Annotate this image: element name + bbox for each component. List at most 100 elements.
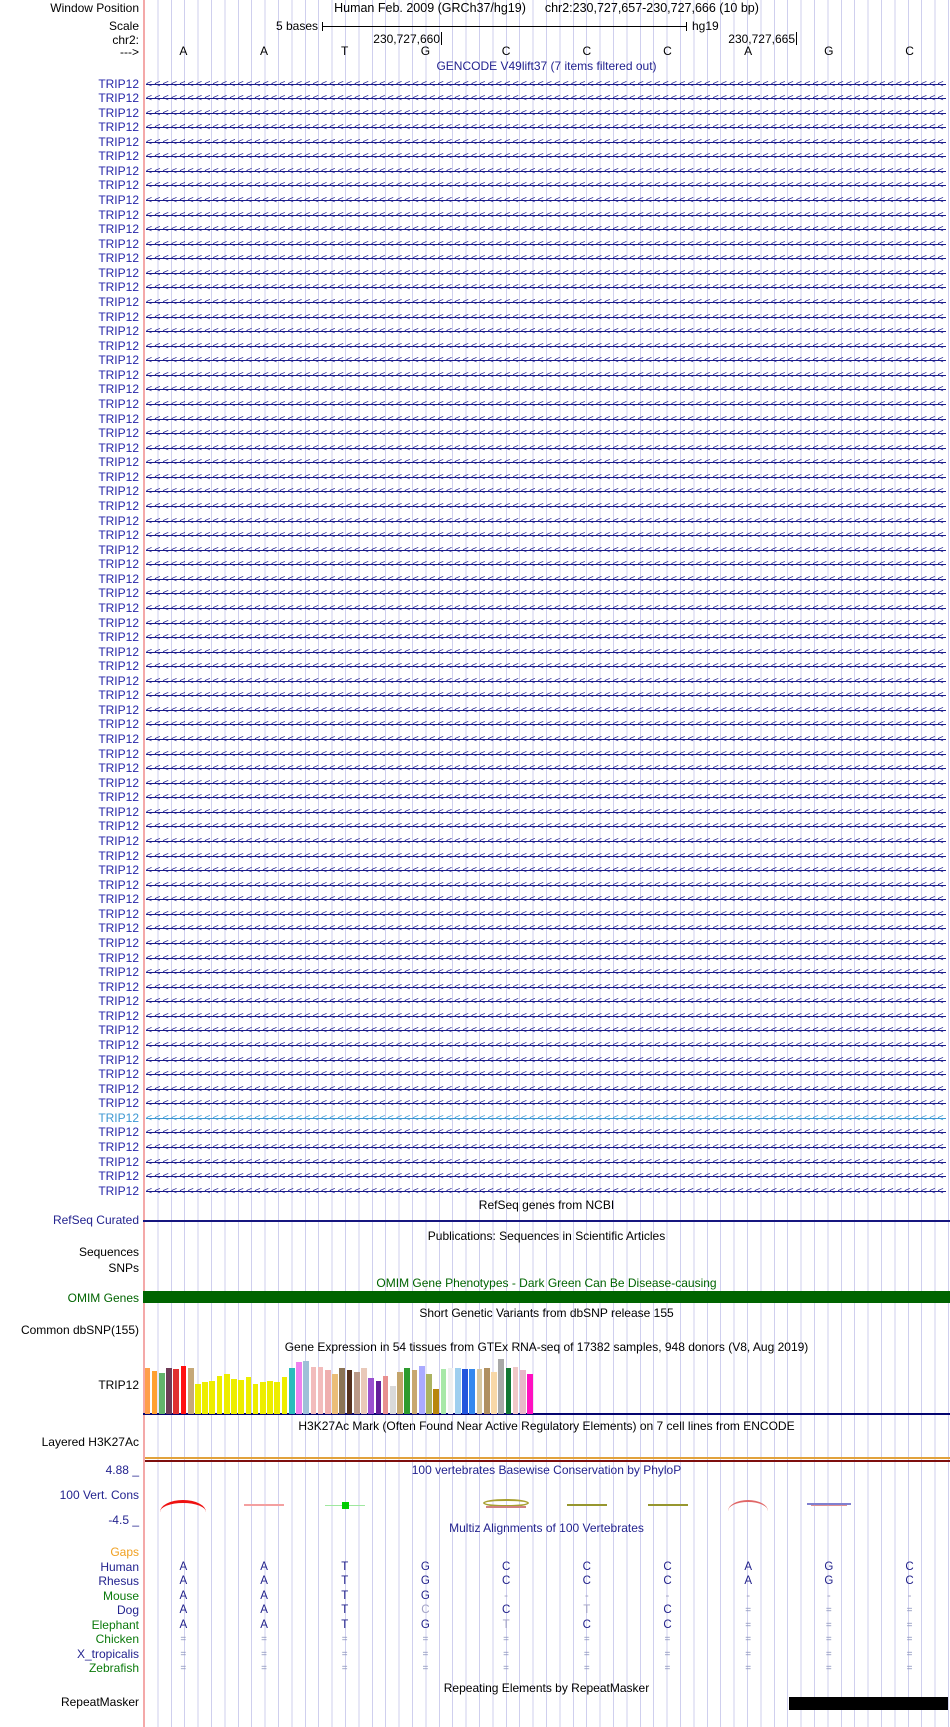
align-base-cell[interactable]: C	[905, 1575, 914, 1587]
gene-row-label[interactable]: TRIP12	[98, 455, 139, 470]
gene-row-label[interactable]: TRIP12	[98, 324, 139, 339]
gene-row-label[interactable]: TRIP12	[98, 251, 139, 266]
gene-row-arrows[interactable]: <<<<<<<<<<<<<<<<<<<<<<<<<<<<<<<<<<<<<<<<…	[146, 121, 946, 134]
align-base-cell[interactable]: =	[422, 1663, 429, 1674]
gene-row-arrows[interactable]: <<<<<<<<<<<<<<<<<<<<<<<<<<<<<<<<<<<<<<<<…	[146, 164, 946, 177]
phylop-track-label[interactable]: 100 Vert. Cons	[59, 1488, 139, 1502]
gene-row-arrows[interactable]: <<<<<<<<<<<<<<<<<<<<<<<<<<<<<<<<<<<<<<<<…	[146, 106, 946, 119]
gene-row-arrows[interactable]: <<<<<<<<<<<<<<<<<<<<<<<<<<<<<<<<<<<<<<<<…	[146, 980, 946, 993]
align-base-cell[interactable]: C	[582, 1618, 591, 1631]
gene-row-arrows[interactable]: <<<<<<<<<<<<<<<<<<<<<<<<<<<<<<<<<<<<<<<<…	[146, 791, 946, 804]
gene-row-label[interactable]: TRIP12	[98, 732, 139, 747]
gtex-bar[interactable]	[498, 1359, 504, 1414]
refseq-curated-gene-line[interactable]	[143, 1220, 950, 1222]
gtex-bar[interactable]	[512, 1367, 519, 1414]
gene-row-label[interactable]: TRIP12	[98, 848, 139, 863]
align-base-cell[interactable]: -	[665, 1589, 670, 1602]
align-base-cell[interactable]: C	[905, 1560, 914, 1573]
gtex-bar[interactable]	[144, 1368, 151, 1414]
gene-row-arrows[interactable]: <<<<<<<<<<<<<<<<<<<<<<<<<<<<<<<<<<<<<<<<…	[146, 1053, 946, 1066]
gtex-bar[interactable]	[195, 1384, 201, 1414]
gene-row-arrows[interactable]: <<<<<<<<<<<<<<<<<<<<<<<<<<<<<<<<<<<<<<<<…	[146, 266, 946, 279]
align-base-cell[interactable]: T	[341, 1575, 349, 1587]
gene-row-label[interactable]: TRIP12	[98, 1067, 139, 1082]
gene-row-arrows[interactable]: <<<<<<<<<<<<<<<<<<<<<<<<<<<<<<<<<<<<<<<<…	[146, 412, 946, 425]
align-base-cell[interactable]: =	[745, 1619, 752, 1631]
gtex-bar[interactable]	[245, 1377, 252, 1414]
multiz-species-label[interactable]: Elephant	[91, 1617, 139, 1632]
gene-row-arrows[interactable]: <<<<<<<<<<<<<<<<<<<<<<<<<<<<<<<<<<<<<<<<…	[146, 77, 946, 90]
gene-row-arrows[interactable]: <<<<<<<<<<<<<<<<<<<<<<<<<<<<<<<<<<<<<<<<…	[146, 747, 946, 760]
gene-row-label[interactable]: TRIP12	[98, 630, 139, 645]
align-base-cell[interactable]: =	[906, 1605, 913, 1616]
gene-row-label[interactable]: TRIP12	[98, 1154, 139, 1169]
gtex-bar[interactable]	[223, 1374, 230, 1414]
align-base-cell[interactable]: C	[582, 1560, 591, 1573]
align-base-cell[interactable]: =	[180, 1634, 187, 1645]
gene-row-label[interactable]: TRIP12	[98, 877, 139, 892]
gene-row-arrows[interactable]: <<<<<<<<<<<<<<<<<<<<<<<<<<<<<<<<<<<<<<<<…	[146, 325, 946, 338]
gene-row-arrows[interactable]: <<<<<<<<<<<<<<<<<<<<<<<<<<<<<<<<<<<<<<<<…	[146, 922, 946, 935]
gene-row-arrows[interactable]: <<<<<<<<<<<<<<<<<<<<<<<<<<<<<<<<<<<<<<<<…	[146, 252, 946, 265]
multiz-species-label[interactable]: Dog	[116, 1603, 139, 1617]
multiz-species-label[interactable]: Human	[100, 1559, 139, 1574]
gtex-bar[interactable]	[527, 1374, 533, 1414]
multiz-alignment-row[interactable]: A A T C C T C = = =	[143, 1604, 950, 1617]
gene-row-arrows[interactable]: <<<<<<<<<<<<<<<<<<<<<<<<<<<<<<<<<<<<<<<<…	[146, 616, 946, 629]
gene-row-arrows[interactable]: <<<<<<<<<<<<<<<<<<<<<<<<<<<<<<<<<<<<<<<<…	[146, 208, 946, 221]
gtex-bar[interactable]	[433, 1389, 439, 1414]
gene-row-label[interactable]: TRIP12	[98, 717, 139, 732]
align-base-cell[interactable]: T	[583, 1604, 591, 1616]
gtex-bar[interactable]	[339, 1368, 346, 1414]
align-base-cell[interactable]: C	[663, 1575, 672, 1587]
multiz-species-label[interactable]: Mouse	[102, 1588, 139, 1603]
align-base-cell[interactable]: =	[825, 1663, 832, 1674]
gene-row-arrows[interactable]: <<<<<<<<<<<<<<<<<<<<<<<<<<<<<<<<<<<<<<<<…	[146, 937, 946, 949]
refseq-curated-label[interactable]: RefSeq Curated	[52, 1213, 139, 1227]
align-base-cell[interactable]: =	[503, 1663, 510, 1674]
gene-row-label[interactable]: TRIP12	[98, 178, 139, 193]
gtex-gene-label[interactable]: TRIP12	[98, 1378, 139, 1392]
align-base-cell[interactable]: A	[744, 1560, 752, 1573]
multiz-alignment-row[interactable]: = = = = = = = = = =	[143, 1662, 950, 1675]
gene-row-label[interactable]: TRIP12	[98, 149, 139, 164]
gtex-bar[interactable]	[180, 1366, 187, 1414]
gene-row-arrows[interactable]: <<<<<<<<<<<<<<<<<<<<<<<<<<<<<<<<<<<<<<<<…	[146, 383, 946, 396]
gene-row-label[interactable]: TRIP12	[98, 353, 139, 368]
gtex-bar[interactable]	[361, 1368, 367, 1414]
align-base-cell[interactable]: G	[824, 1575, 834, 1587]
align-base-cell[interactable]: A	[260, 1604, 268, 1616]
align-base-cell[interactable]: A	[744, 1575, 752, 1587]
gene-row-label[interactable]: TRIP12	[98, 571, 139, 586]
gtex-bar[interactable]	[267, 1381, 273, 1414]
gene-row-label[interactable]: TRIP12	[98, 644, 139, 659]
gene-row-label[interactable]: TRIP12	[98, 295, 139, 310]
gene-row-arrows[interactable]: <<<<<<<<<<<<<<<<<<<<<<<<<<<<<<<<<<<<<<<<…	[146, 835, 946, 848]
gene-row-label[interactable]: TRIP12	[98, 702, 139, 717]
align-base-cell[interactable]: =	[825, 1619, 832, 1631]
align-base-cell[interactable]: T	[341, 1560, 349, 1573]
gene-row-label[interactable]: TRIP12	[98, 688, 139, 703]
gtex-bar[interactable]	[274, 1382, 281, 1414]
align-base-cell[interactable]: -	[907, 1589, 912, 1602]
gene-row-label[interactable]: TRIP12	[98, 309, 139, 324]
gene-row-label[interactable]: TRIP12	[98, 367, 139, 382]
gene-row-arrows[interactable]: <<<<<<<<<<<<<<<<<<<<<<<<<<<<<<<<<<<<<<<<…	[146, 1184, 946, 1197]
gene-row-label[interactable]: TRIP12	[98, 440, 139, 455]
omim-gene-bar[interactable]	[143, 1291, 950, 1303]
gene-row-arrows[interactable]: <<<<<<<<<<<<<<<<<<<<<<<<<<<<<<<<<<<<<<<<…	[146, 281, 946, 294]
gene-row-label[interactable]: TRIP12	[98, 542, 139, 557]
align-base-cell[interactable]: =	[664, 1648, 671, 1660]
align-base-cell[interactable]: =	[261, 1648, 267, 1660]
gene-row-label[interactable]: TRIP12	[98, 134, 139, 149]
gene-row-label[interactable]: TRIP12	[98, 906, 139, 921]
multiz-species-label[interactable]: Chicken	[95, 1632, 139, 1646]
align-base-cell[interactable]: G	[420, 1560, 430, 1573]
align-base-cell[interactable]: -	[584, 1589, 589, 1602]
gene-row-arrows[interactable]: <<<<<<<<<<<<<<<<<<<<<<<<<<<<<<<<<<<<<<<<…	[146, 733, 946, 746]
gene-row-arrows[interactable]: <<<<<<<<<<<<<<<<<<<<<<<<<<<<<<<<<<<<<<<<…	[146, 485, 946, 498]
gene-row-label[interactable]: TRIP12	[98, 1183, 139, 1198]
gtex-bar[interactable]	[462, 1369, 468, 1414]
